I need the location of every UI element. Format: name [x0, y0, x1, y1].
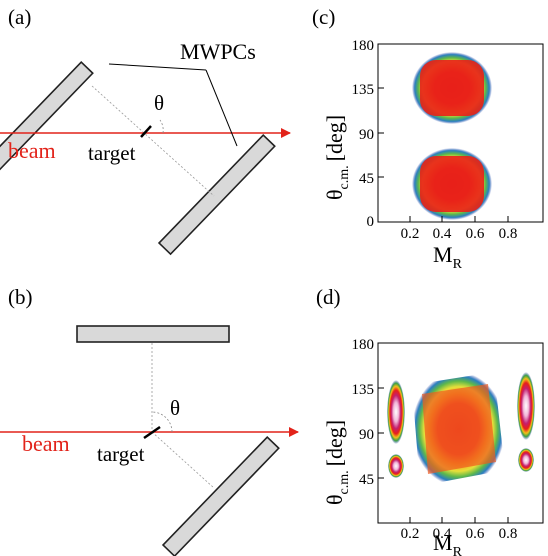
quasi-elastic-left	[387, 380, 405, 444]
panel-b: (b) beam target θ	[0, 285, 299, 556]
x-tick-label: 0.8	[499, 526, 518, 542]
detector-top	[76, 325, 230, 343]
x-tick-label: 0.8	[499, 226, 518, 242]
detector-upper	[0, 60, 94, 183]
x-tick-label: 0.6	[466, 226, 485, 242]
theta-symbol: θ	[154, 91, 164, 115]
ticks-d	[378, 342, 509, 523]
y-tick-label: 180	[352, 337, 375, 353]
trajectory-diagonal	[151, 431, 215, 489]
y-tick-label: 45	[359, 171, 374, 187]
y-tick-label: 90	[359, 427, 374, 443]
panel-d-label: (d)	[316, 285, 341, 309]
y-tick-label: 135	[352, 82, 375, 98]
x-tick-label: 0.2	[401, 526, 420, 542]
y-axis-symbol: θ	[322, 189, 347, 200]
detector-lower	[157, 133, 276, 256]
quasi-elastic-left-low	[388, 454, 404, 478]
y-axis-unit: [deg]	[322, 115, 347, 161]
beam-label-b: beam	[22, 431, 70, 456]
density-core-lower-c	[420, 156, 484, 212]
y-axis-subscript: c.m.	[337, 165, 352, 189]
density-core-upper-c	[420, 60, 484, 116]
y-axis-label-d: θc.m. [deg]	[322, 420, 352, 505]
target-label: target	[88, 141, 136, 165]
panel-d: (d) 180 135 90 45 0.2 0.4 0.6 0.8 θc.m. […	[316, 285, 544, 556]
y-axis-unit: [deg]	[322, 420, 347, 466]
angle-arc	[159, 119, 164, 134]
beam-label: beam	[8, 138, 56, 163]
y-tick-label: 135	[352, 382, 375, 398]
detector-label: MWPCs	[180, 39, 256, 64]
y-axis-subscript: c.m.	[337, 470, 352, 494]
x-axis-subscript: R	[453, 257, 463, 272]
y-ticks-c	[378, 43, 509, 223]
x-axis-label-c: MR	[433, 242, 463, 272]
x-axis-subscript: R	[453, 545, 463, 556]
target-mark-b	[143, 425, 161, 440]
target-mark	[140, 125, 152, 138]
x-axis-label-d: MR	[433, 530, 463, 556]
theta-symbol-b: θ	[170, 396, 180, 420]
angle-arc-b	[151, 411, 173, 433]
y-tick-label: 90	[359, 127, 374, 143]
x-tick-label: 0.2	[401, 226, 420, 242]
y-tick-label: 0	[367, 214, 375, 230]
panel-c-label: (c)	[312, 5, 335, 29]
x-axis-symbol: M	[433, 530, 453, 555]
x-tick-label: 0.6	[466, 526, 485, 542]
density-core-d	[422, 384, 496, 474]
x-axis-symbol: M	[433, 242, 453, 267]
y-tick-label: 180	[352, 38, 375, 54]
y-tick-label: 45	[359, 472, 374, 488]
leader-line-lower	[205, 69, 238, 147]
panel-c: (c) 180 135 90 45 0 0.2 0.4 0.6 0.8 θc.m…	[312, 5, 544, 272]
quasi-elastic-right	[517, 372, 535, 440]
x-tick-label: 0.4	[433, 226, 452, 242]
panel-a-label: (a)	[8, 5, 31, 29]
y-axis-symbol: θ	[322, 494, 347, 505]
y-axis-label-c: θc.m. [deg]	[322, 115, 352, 200]
panel-a: (a) beam target θ MWPCs	[0, 5, 291, 256]
x-tick-label: 0.4	[433, 526, 452, 542]
panel-b-label: (b)	[8, 285, 33, 309]
leader-line-upper	[108, 63, 207, 71]
quasi-elastic-right-low	[518, 448, 534, 472]
trajectory-line	[91, 85, 215, 197]
detector-lower-b	[161, 435, 280, 556]
target-label-b: target	[97, 442, 145, 466]
